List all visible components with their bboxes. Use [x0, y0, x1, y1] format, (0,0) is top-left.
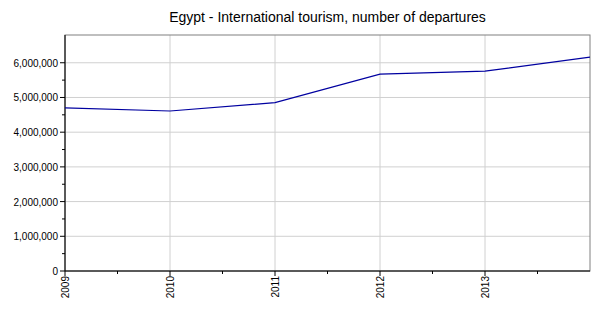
grid-line [170, 35, 171, 271]
minor-tick [62, 149, 65, 150]
grid-line [65, 201, 590, 202]
tick-label: 2013 [480, 276, 491, 299]
grid-line [65, 97, 590, 98]
tick-label: 2010 [165, 276, 176, 299]
tick [485, 271, 486, 276]
minor-tick [537, 271, 538, 274]
tick-label: 3,000,000 [14, 162, 59, 173]
tick-label: 2,000,000 [14, 197, 59, 208]
y-axis [65, 35, 66, 271]
plot-group [65, 57, 590, 111]
tick [60, 97, 65, 98]
tick-label: 2011 [270, 276, 281, 298]
grid-line [65, 62, 590, 63]
title: Egypt - International tourism, number of… [169, 9, 486, 25]
minor-tick [62, 218, 65, 219]
chart-container: Egypt - International tourism, number of… [0, 0, 600, 315]
tick [380, 271, 381, 276]
tick-label: 4,000,000 [14, 127, 59, 138]
tick [60, 62, 65, 63]
tick [60, 201, 65, 202]
grid-line [275, 35, 276, 271]
tick-label: 0 [52, 266, 58, 277]
grid-line [65, 236, 590, 237]
plot-area [65, 35, 590, 271]
grid-line [65, 166, 590, 167]
minor-tick [117, 271, 118, 274]
minor-tick [62, 253, 65, 254]
tick [60, 236, 65, 237]
tick [60, 132, 65, 133]
tick [65, 271, 66, 276]
tick-label: 5,000,000 [14, 92, 59, 103]
tick [60, 166, 65, 167]
tick [60, 271, 65, 272]
tick-label: 2012 [375, 276, 386, 299]
minor-tick [62, 184, 65, 185]
minor-tick [222, 271, 223, 274]
grid-line [65, 35, 66, 271]
minor-tick [62, 80, 65, 81]
plot-frame [65, 35, 590, 271]
tick-label: 2009 [60, 276, 71, 299]
minor-tick [62, 114, 65, 115]
data-line [65, 57, 590, 111]
tick-label: 6,000,000 [14, 58, 59, 69]
minor-tick [432, 271, 433, 274]
tick [170, 271, 171, 276]
grid-line [485, 35, 486, 271]
grid-line [65, 132, 590, 133]
tick-label: 1,000,000 [14, 231, 59, 242]
chart-svg: Egypt - International tourism, number of… [0, 0, 600, 315]
tick [275, 271, 276, 276]
grid-line [380, 35, 381, 271]
minor-tick [327, 271, 328, 274]
